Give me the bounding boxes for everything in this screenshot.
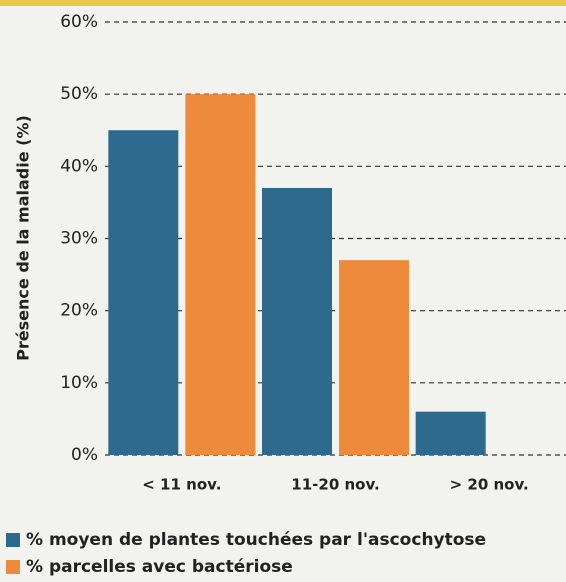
y-tick-label: 60% <box>60 12 98 32</box>
bar <box>339 260 409 455</box>
y-axis-label: Présence de la maladie (%) <box>14 115 33 361</box>
legend-swatch <box>6 560 20 574</box>
bar <box>185 94 256 456</box>
top-border <box>0 0 566 6</box>
y-tick-label: 0% <box>71 445 98 465</box>
legend-swatch <box>6 533 20 547</box>
bar <box>262 187 332 455</box>
legend-label: % moyen de plantes touchées par l'ascoch… <box>26 530 486 550</box>
y-tick-label: 20% <box>60 301 98 321</box>
y-tick-label: 40% <box>60 156 98 176</box>
bar <box>108 130 179 455</box>
y-tick-label: 30% <box>60 229 98 249</box>
bar <box>415 411 486 455</box>
x-tick-label: 11-20 nov. <box>291 476 379 494</box>
legend-label: % parcelles avec bactériose <box>26 557 293 577</box>
y-tick-label: 10% <box>60 373 98 393</box>
y-tick-label: 50% <box>60 84 98 104</box>
x-tick-label: > 20 nov. <box>450 476 529 494</box>
x-tick-label: < 11 nov. <box>142 476 221 494</box>
